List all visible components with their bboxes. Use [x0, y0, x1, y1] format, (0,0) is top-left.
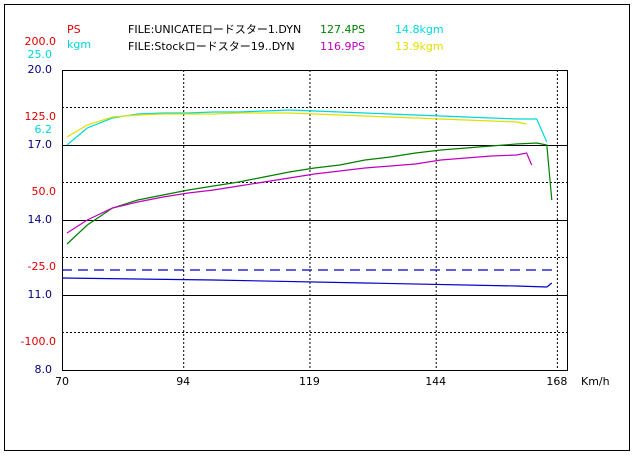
y2-tick-label: 200.0: [25, 35, 57, 48]
series-line: [66, 109, 548, 146]
ps-label: PS: [67, 23, 81, 36]
file-ps: 127.4PS: [320, 23, 365, 36]
y3-tick-label: 6.2: [35, 123, 53, 136]
series-line: [66, 142, 553, 245]
file-kgm: 13.9kgm: [395, 40, 444, 53]
y-tick-label: 14.0: [28, 213, 53, 226]
series-line: [61, 277, 553, 288]
window-frame: [4, 4, 630, 451]
x-tick-label: 94: [176, 375, 190, 388]
y-tick-label: 20.0: [28, 63, 53, 76]
x-tick-label: 119: [299, 375, 320, 388]
y-tick-label: 11.0: [28, 288, 53, 301]
file-kgm: 14.8kgm: [395, 23, 444, 36]
x-tick-label: 144: [425, 375, 446, 388]
x-axis-label: Km/h: [581, 375, 610, 388]
y2-tick-label: -100.0: [21, 335, 56, 348]
y2-tick-label: -25.0: [28, 260, 56, 273]
x-tick-label: 70: [55, 375, 69, 388]
y-tick-label: 8.0: [35, 363, 53, 376]
series-line: [66, 152, 533, 234]
series-line: [66, 112, 527, 138]
file-ps: 116.9PS: [320, 40, 365, 53]
y-tick-label: 17.0: [28, 138, 53, 151]
y3-tick-label: 25.0: [28, 48, 53, 61]
file-name: FILE:UNICATEロードスター1.DYN: [128, 23, 301, 36]
y2-tick-label: 125.0: [25, 110, 57, 123]
kgm-label: kgm: [67, 38, 91, 51]
y2-tick-label: 50.0: [32, 185, 57, 198]
file-name: FILE:Stockロードスター19..DYN: [128, 40, 295, 53]
x-tick-label: 168: [546, 375, 567, 388]
